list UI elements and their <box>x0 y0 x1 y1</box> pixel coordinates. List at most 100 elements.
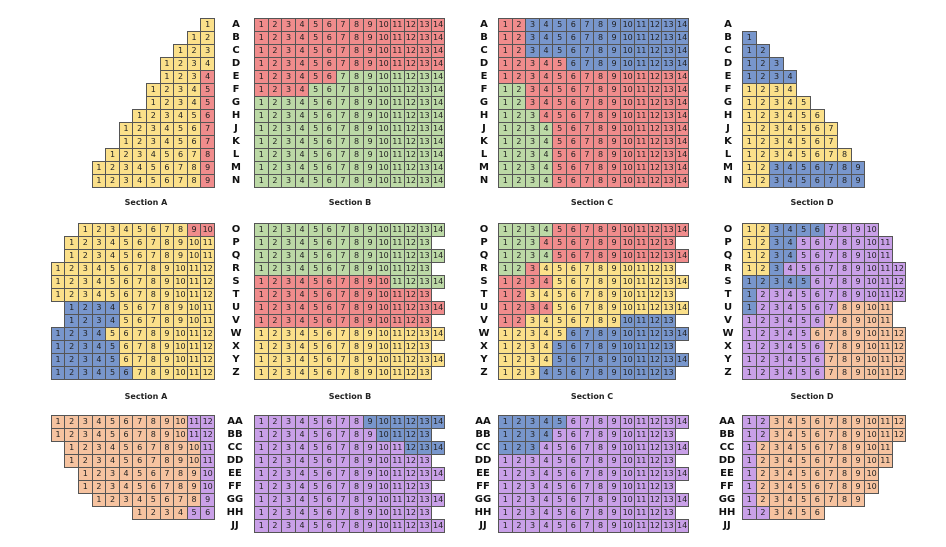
seat[interactable]: 3 <box>281 249 296 263</box>
seat[interactable]: 2 <box>64 262 79 276</box>
seat[interactable]: 9 <box>606 506 622 520</box>
seat[interactable]: 5 <box>552 415 567 429</box>
seat[interactable]: 12 <box>647 314 663 328</box>
seat[interactable]: 2 <box>78 454 93 468</box>
seat[interactable]: 9 <box>173 454 188 468</box>
seat[interactable]: 11 <box>390 135 405 149</box>
seat[interactable]: 5 <box>308 135 323 149</box>
seat[interactable]: 6 <box>322 249 337 263</box>
seat[interactable]: 13 <box>417 480 432 494</box>
seat[interactable]: 3 <box>146 122 161 136</box>
seat[interactable]: 1 <box>742 148 757 162</box>
seat[interactable]: 9 <box>362 340 378 354</box>
seat[interactable]: 9 <box>362 174 378 188</box>
seat[interactable]: 2 <box>267 96 283 110</box>
seat[interactable]: 2 <box>186 44 202 58</box>
seat[interactable]: 7 <box>579 83 595 97</box>
seat[interactable]: 10 <box>376 70 391 84</box>
seat[interactable]: 12 <box>647 519 663 533</box>
seat[interactable]: 14 <box>430 223 446 237</box>
seat[interactable]: 13 <box>417 236 432 250</box>
seat[interactable]: 4 <box>294 441 310 455</box>
seat[interactable]: 6 <box>118 262 134 276</box>
seat[interactable]: 6 <box>566 236 581 250</box>
seat[interactable]: 8 <box>593 366 608 380</box>
seat[interactable]: 3 <box>281 428 296 442</box>
seat[interactable]: 12 <box>403 122 419 136</box>
seat[interactable]: 4 <box>538 236 554 250</box>
seat[interactable]: 13 <box>417 174 432 188</box>
seat[interactable]: 4 <box>294 454 310 468</box>
seat[interactable]: 9 <box>850 428 866 442</box>
seat[interactable]: 4 <box>294 57 310 71</box>
seat[interactable]: 8 <box>349 249 364 263</box>
seat[interactable]: 14 <box>674 18 690 32</box>
seat[interactable]: 2 <box>511 415 527 429</box>
seat[interactable]: 2 <box>511 236 527 250</box>
seat[interactable]: 6 <box>566 353 581 367</box>
seat[interactable]: 1 <box>50 428 66 442</box>
seat[interactable]: 11 <box>390 31 405 45</box>
seat[interactable]: 2 <box>267 519 283 533</box>
seat[interactable]: 13 <box>417 122 432 136</box>
seat[interactable]: 14 <box>430 301 446 315</box>
seat[interactable]: 13 <box>661 415 676 429</box>
seat[interactable]: 7 <box>823 148 839 162</box>
seat[interactable]: 8 <box>349 174 364 188</box>
seat[interactable]: 12 <box>403 236 419 250</box>
seat[interactable]: 12 <box>647 135 663 149</box>
seat[interactable]: 2 <box>146 109 161 123</box>
seat[interactable]: 11 <box>390 467 405 481</box>
seat[interactable]: 2 <box>755 83 771 97</box>
seat[interactable]: 4 <box>91 366 107 380</box>
seat[interactable]: 13 <box>417 109 432 123</box>
seat[interactable]: 9 <box>362 506 378 520</box>
seat[interactable]: 5 <box>308 275 323 289</box>
seat[interactable]: 1 <box>132 506 147 520</box>
seat[interactable]: 3 <box>769 70 784 84</box>
seat[interactable]: 7 <box>335 223 351 237</box>
seat[interactable]: 9 <box>362 236 378 250</box>
seat[interactable]: 4 <box>782 480 798 494</box>
seat[interactable]: 1 <box>118 122 134 136</box>
seat[interactable]: 2 <box>267 327 283 341</box>
seat[interactable]: 5 <box>118 454 134 468</box>
seat[interactable]: 6 <box>566 262 581 276</box>
seat[interactable]: 13 <box>661 519 676 533</box>
seat[interactable]: 1 <box>742 275 757 289</box>
seat[interactable]: 14 <box>430 122 446 136</box>
seat[interactable]: 6 <box>118 288 134 302</box>
seat[interactable]: 12 <box>647 353 663 367</box>
seat[interactable]: 2 <box>159 83 175 97</box>
seat[interactable]: 7 <box>579 249 595 263</box>
seat[interactable]: 9 <box>850 415 866 429</box>
seat[interactable]: 7 <box>823 174 839 188</box>
seat[interactable]: 5 <box>552 301 567 315</box>
seat[interactable]: 4 <box>538 301 554 315</box>
seat[interactable]: 7 <box>823 275 839 289</box>
seat[interactable]: 5 <box>552 506 567 520</box>
seat[interactable]: 4 <box>538 340 554 354</box>
seat[interactable]: 8 <box>593 174 608 188</box>
seat[interactable]: 3 <box>91 301 107 315</box>
seat[interactable]: 3 <box>281 18 296 32</box>
seat[interactable]: 2 <box>511 493 527 507</box>
seat[interactable]: 9 <box>850 353 866 367</box>
seat[interactable]: 5 <box>796 454 811 468</box>
seat[interactable]: 1 <box>50 327 66 341</box>
seat[interactable]: 14 <box>674 493 690 507</box>
seat[interactable]: 2 <box>159 96 175 110</box>
seat[interactable]: 6 <box>322 480 337 494</box>
seat[interactable]: 3 <box>281 506 296 520</box>
seat[interactable]: 8 <box>593 314 608 328</box>
seat[interactable]: 1 <box>498 148 513 162</box>
seat[interactable]: 11 <box>878 236 893 250</box>
seat[interactable]: 5 <box>308 288 323 302</box>
seat[interactable]: 9 <box>362 519 378 533</box>
seat[interactable]: 2 <box>78 301 93 315</box>
seat[interactable]: 2 <box>755 467 771 481</box>
seat[interactable]: 11 <box>634 174 649 188</box>
seat[interactable]: 10 <box>186 314 202 328</box>
seat[interactable]: 14 <box>430 519 446 533</box>
seat[interactable]: 10 <box>864 415 879 429</box>
